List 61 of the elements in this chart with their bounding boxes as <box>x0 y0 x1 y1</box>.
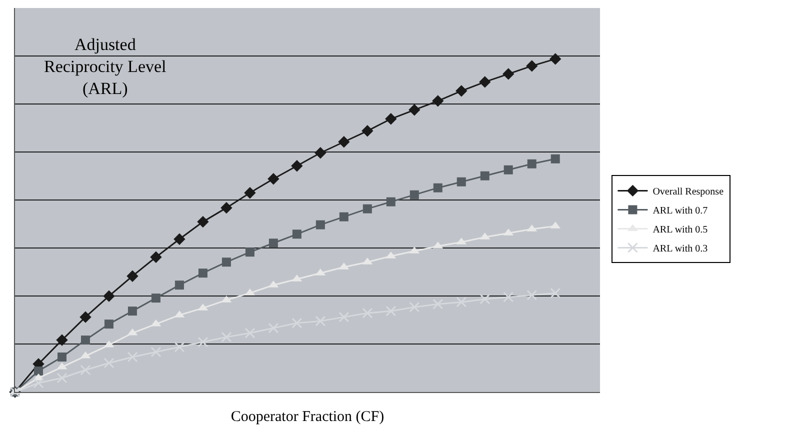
point <box>362 204 372 214</box>
point <box>198 336 208 348</box>
point <box>479 76 491 88</box>
point <box>34 366 43 376</box>
point <box>338 136 350 148</box>
x-axis-title: Cooperator Fraction (CF) <box>230 409 384 425</box>
point <box>80 336 90 345</box>
point <box>292 230 302 239</box>
point <box>268 173 280 185</box>
point <box>408 104 420 116</box>
legend-label: Overall Response <box>652 186 724 198</box>
point <box>503 292 514 302</box>
point <box>221 332 232 342</box>
point <box>526 60 538 72</box>
point <box>339 212 348 222</box>
point <box>103 290 115 302</box>
point <box>386 197 396 206</box>
point <box>456 296 467 308</box>
point <box>245 248 254 257</box>
point <box>126 270 138 282</box>
y-axis-title: Adjusted Reciprocity Level (ARL) <box>44 35 167 98</box>
point <box>385 113 397 125</box>
point <box>480 171 490 180</box>
point <box>56 334 68 346</box>
point <box>550 53 562 65</box>
point <box>151 294 160 303</box>
point <box>128 306 137 316</box>
point <box>480 294 490 304</box>
point <box>174 280 184 290</box>
legend-label: ARL with 0.7 <box>652 206 708 217</box>
point <box>174 233 186 245</box>
point <box>56 372 68 384</box>
point <box>222 258 231 267</box>
point <box>198 268 208 278</box>
point <box>550 154 560 164</box>
point <box>550 288 561 298</box>
point <box>33 378 44 388</box>
point <box>432 95 444 107</box>
point <box>244 186 256 199</box>
point <box>291 160 303 172</box>
legend-label: ARL with 0.5 <box>652 224 708 236</box>
point <box>502 68 514 80</box>
point <box>80 311 92 323</box>
point <box>314 147 326 159</box>
point <box>526 290 538 300</box>
point <box>527 159 536 168</box>
point <box>268 238 278 248</box>
point <box>410 190 419 200</box>
point <box>57 352 66 362</box>
point <box>174 342 185 352</box>
point <box>504 165 513 174</box>
point <box>150 251 162 263</box>
point <box>456 177 466 186</box>
point <box>104 320 114 329</box>
point <box>220 202 232 214</box>
legend-label: ARL with 0.3 <box>652 244 708 255</box>
point <box>316 220 325 230</box>
point <box>197 216 209 228</box>
point <box>433 183 442 192</box>
point <box>362 125 374 137</box>
point <box>456 85 468 97</box>
